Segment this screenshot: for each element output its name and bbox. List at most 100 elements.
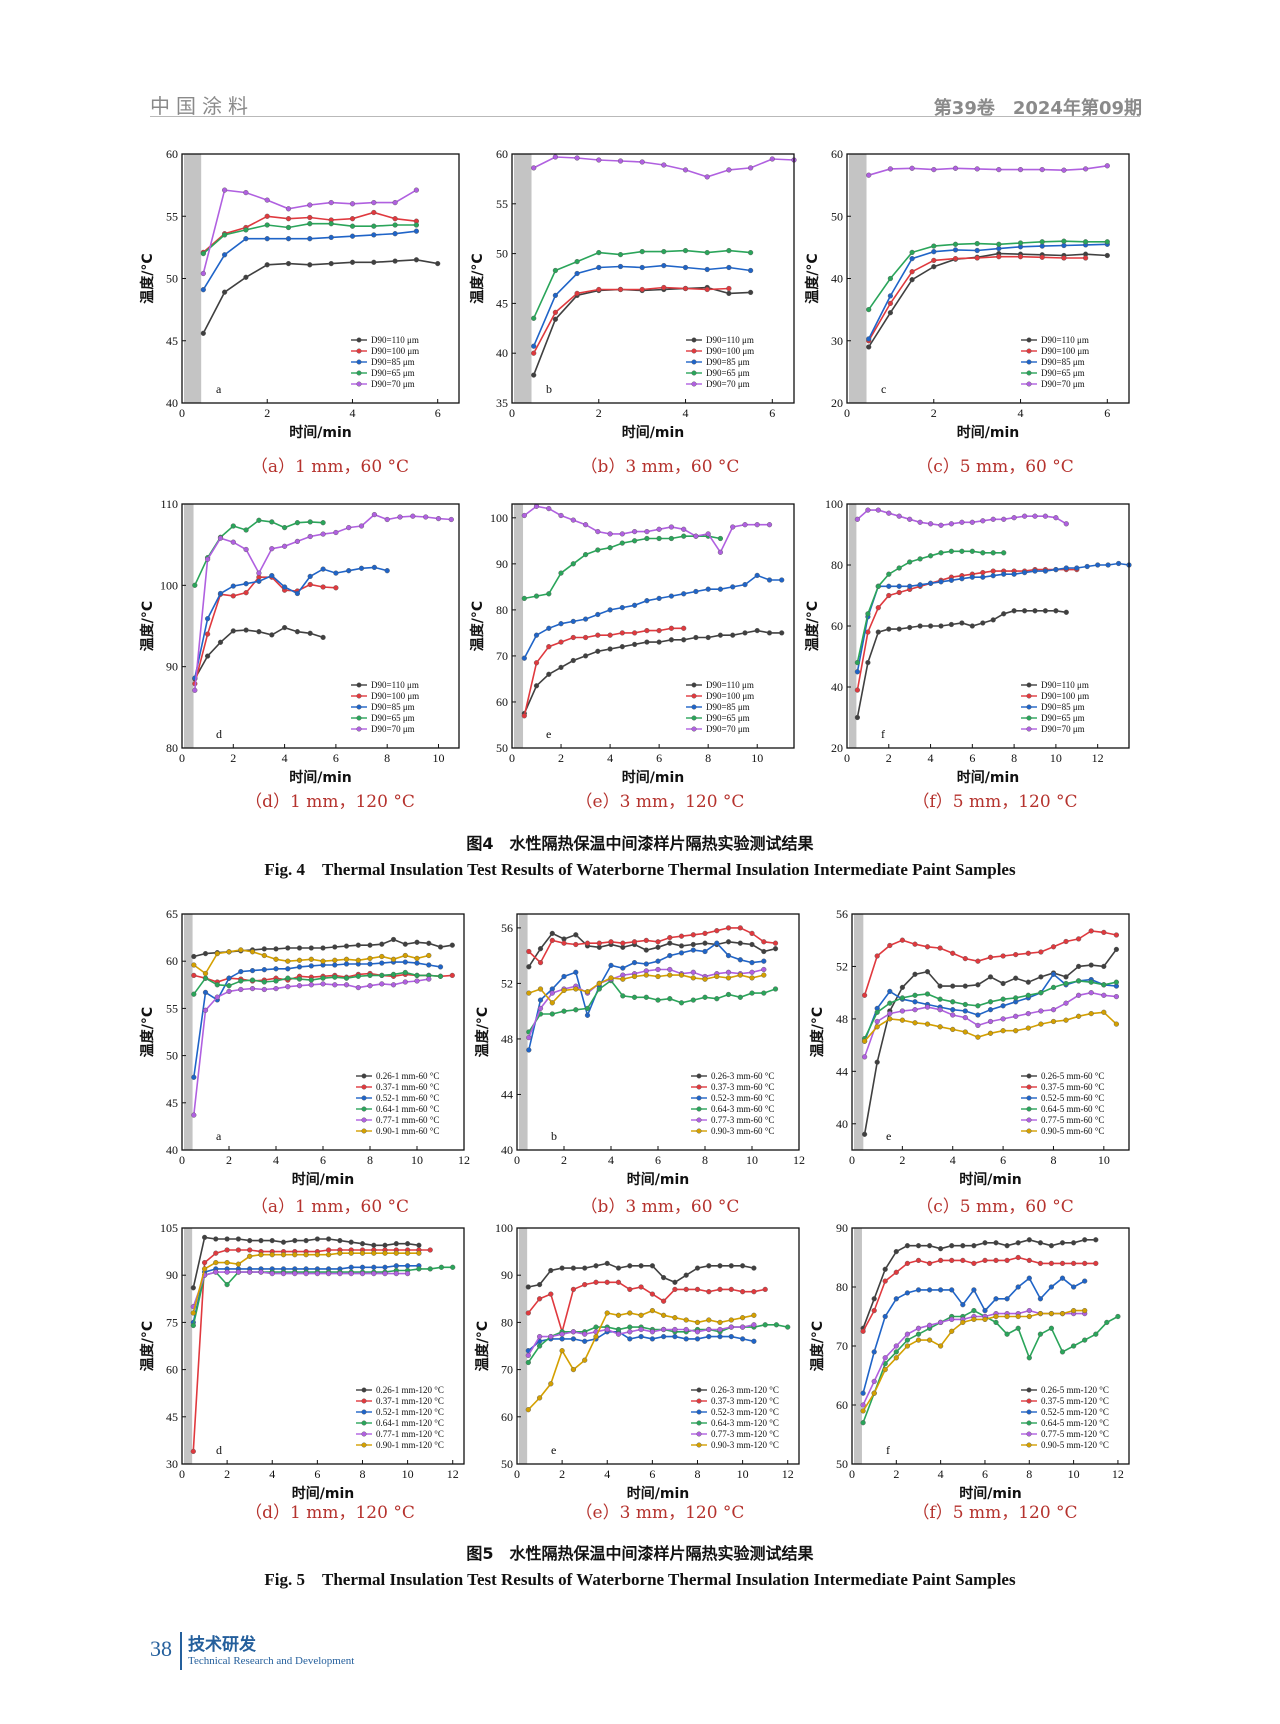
- legend-swatch-dot: [1026, 704, 1032, 710]
- subcaption-5e: （e）3 mm，120 °C: [575, 1503, 745, 1523]
- data-point: [725, 925, 732, 931]
- data-point: [558, 570, 564, 576]
- data-point: [393, 1241, 399, 1247]
- data-point: [761, 958, 767, 964]
- data-point: [1115, 1313, 1121, 1320]
- data-point: [748, 289, 754, 296]
- data-point: [975, 958, 981, 964]
- data-point: [887, 300, 894, 307]
- data-point: [632, 641, 638, 648]
- data-point: [871, 1349, 877, 1355]
- data-point: [725, 991, 732, 998]
- heating-band: [184, 1228, 193, 1464]
- data-point: [949, 1328, 955, 1334]
- series-line: [202, 258, 438, 334]
- x-tick-label: 0: [509, 406, 515, 420]
- x-tick-label: 12: [1092, 751, 1104, 765]
- data-point: [607, 545, 613, 551]
- legend-swatch-dot: [1026, 1128, 1032, 1134]
- data-point: [582, 616, 589, 622]
- data-point: [639, 159, 645, 165]
- data-point: [643, 937, 649, 944]
- data-point: [627, 1286, 633, 1293]
- legend-swatch-dot: [1026, 715, 1032, 721]
- data-point: [975, 1012, 981, 1018]
- data-point: [619, 644, 625, 650]
- legend-swatch-dot: [696, 1431, 702, 1437]
- data-point: [1061, 238, 1067, 244]
- data-point: [749, 930, 755, 937]
- heating-band: [184, 914, 193, 1150]
- data-point: [574, 290, 580, 297]
- series-line: [528, 979, 776, 1033]
- data-point: [1093, 1260, 1099, 1267]
- data-point: [191, 972, 197, 979]
- x-tick-label: 4: [282, 751, 288, 765]
- data-point: [367, 942, 373, 948]
- y-axis-label: 温度/°C: [469, 253, 486, 303]
- data-point: [886, 571, 892, 577]
- legend-swatch-dot: [696, 1095, 702, 1101]
- x-tick-label: 8: [702, 1153, 708, 1167]
- data-point: [661, 1312, 667, 1318]
- data-point: [971, 1260, 977, 1267]
- series-line: [867, 243, 1108, 340]
- data-point: [307, 221, 313, 227]
- data-point: [627, 1263, 633, 1269]
- data-point: [247, 1247, 253, 1253]
- data-point: [773, 1322, 780, 1328]
- subcaption-5f: （f）5 mm，120 °C: [912, 1503, 1078, 1523]
- data-point: [617, 263, 624, 270]
- x-tick-label: 8: [359, 1467, 365, 1481]
- panel-letter: a: [216, 1129, 222, 1143]
- x-tick-label: 8: [1050, 1153, 1056, 1167]
- data-point: [1001, 550, 1007, 556]
- data-point: [1032, 608, 1038, 614]
- data-point: [595, 547, 601, 553]
- data-point: [238, 986, 244, 993]
- data-point: [526, 964, 532, 970]
- plot-frame: [181, 503, 460, 749]
- y-axis-label: 温度/°C: [474, 1321, 491, 1371]
- data-point: [866, 307, 872, 313]
- data-point: [359, 1241, 366, 1247]
- data-point: [1048, 1260, 1055, 1267]
- data-point: [402, 952, 408, 959]
- legend-swatch-dot: [1026, 1387, 1032, 1393]
- y-tick-label: 44: [836, 1064, 848, 1078]
- data-point: [1000, 980, 1006, 987]
- data-point: [1001, 571, 1007, 577]
- data-point: [993, 1296, 999, 1302]
- data-point: [561, 973, 567, 980]
- data-point: [1071, 1343, 1077, 1349]
- data-point: [996, 241, 1002, 247]
- data-point: [264, 197, 270, 203]
- data-point: [559, 1336, 565, 1342]
- data-point: [617, 251, 624, 258]
- data-point: [224, 1259, 230, 1266]
- data-point: [348, 1239, 354, 1245]
- data-point: [416, 1266, 422, 1272]
- data-point: [714, 973, 720, 980]
- data-point: [320, 531, 326, 537]
- data-point: [974, 247, 980, 254]
- data-point: [285, 236, 292, 242]
- data-point: [285, 945, 291, 951]
- data-point: [531, 165, 537, 171]
- data-point: [1025, 1010, 1031, 1017]
- data-point: [343, 943, 350, 949]
- y-tick-label: 60: [501, 1410, 513, 1424]
- data-point: [924, 944, 931, 950]
- legend-entry: 0.64-5 mm-60 °C: [1041, 1104, 1104, 1114]
- data-point: [619, 531, 625, 537]
- data-point: [683, 1326, 689, 1333]
- data-point: [996, 167, 1002, 173]
- heating-band: [519, 914, 528, 1150]
- data-point: [235, 1247, 242, 1253]
- data-point: [582, 653, 589, 659]
- data-point: [426, 940, 432, 946]
- data-point: [1004, 1257, 1010, 1264]
- data-point: [1053, 566, 1059, 573]
- data-point: [393, 1263, 399, 1269]
- data-point: [596, 286, 602, 293]
